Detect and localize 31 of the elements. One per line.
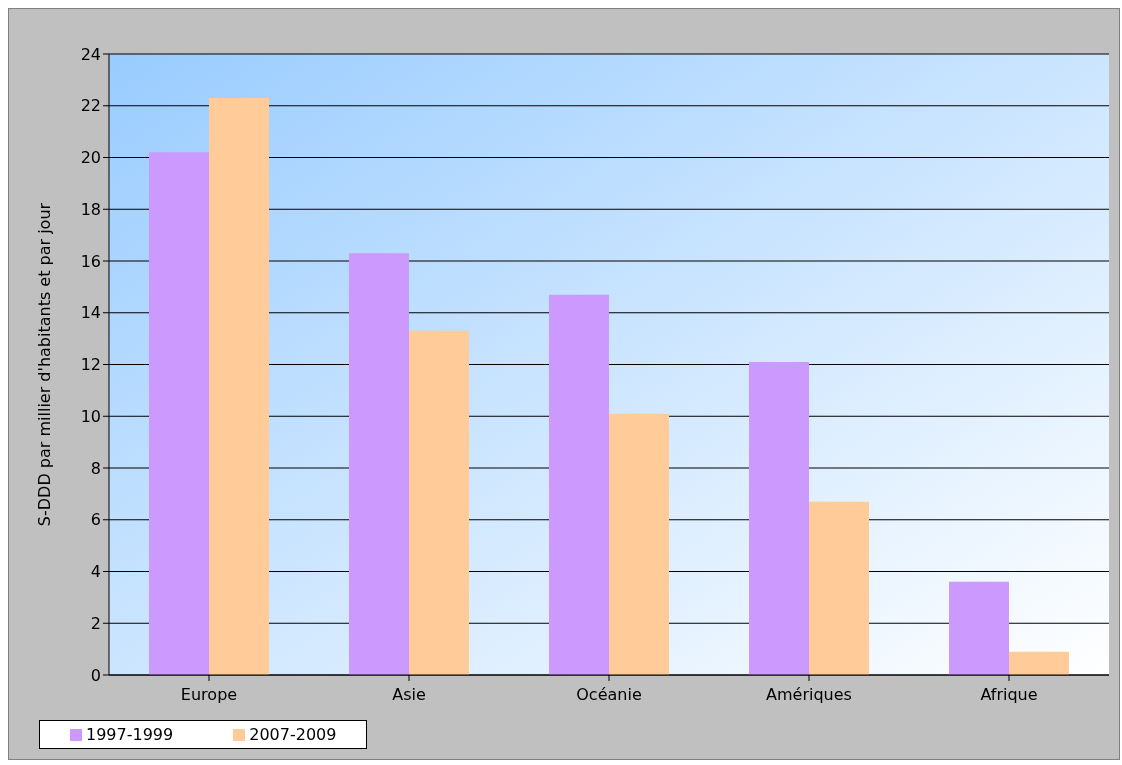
y-tick-label: 0 xyxy=(90,665,101,685)
y-tick-label: 6 xyxy=(90,510,101,530)
y-tick-label: 18 xyxy=(80,199,101,219)
bar xyxy=(609,413,669,675)
y-tick-label: 4 xyxy=(90,562,101,582)
y-tick-label: 16 xyxy=(80,251,101,271)
bar xyxy=(349,253,409,675)
y-tick-label: 2 xyxy=(90,613,101,633)
bar xyxy=(749,361,809,675)
x-tick-label: Amériques xyxy=(766,685,852,705)
legend-label: 2007-2009 xyxy=(249,725,337,744)
bar xyxy=(209,97,269,675)
x-tick-label: Europe xyxy=(180,685,238,705)
bar xyxy=(149,152,209,675)
x-tick-label: Océanie xyxy=(576,685,642,705)
y-tick-label: 12 xyxy=(80,355,101,375)
y-tick-label: 14 xyxy=(80,303,101,323)
legend-label: 1997-1999 xyxy=(86,725,174,744)
y-tick-label: 24 xyxy=(80,44,101,64)
bar xyxy=(809,501,869,675)
bar xyxy=(949,581,1009,675)
x-tick-label: Asie xyxy=(392,685,426,705)
bar xyxy=(549,294,609,675)
y-axis-title: S-DDD par millier d'habitants et par jour xyxy=(34,202,54,527)
y-tick-label: 22 xyxy=(80,96,101,116)
x-tick-label: Afrique xyxy=(980,685,1038,705)
y-tick-label: 20 xyxy=(80,148,101,168)
y-tick-label: 8 xyxy=(90,458,101,478)
y-tick-label: 10 xyxy=(80,406,101,426)
bar xyxy=(409,330,469,675)
bar xyxy=(1009,651,1069,675)
